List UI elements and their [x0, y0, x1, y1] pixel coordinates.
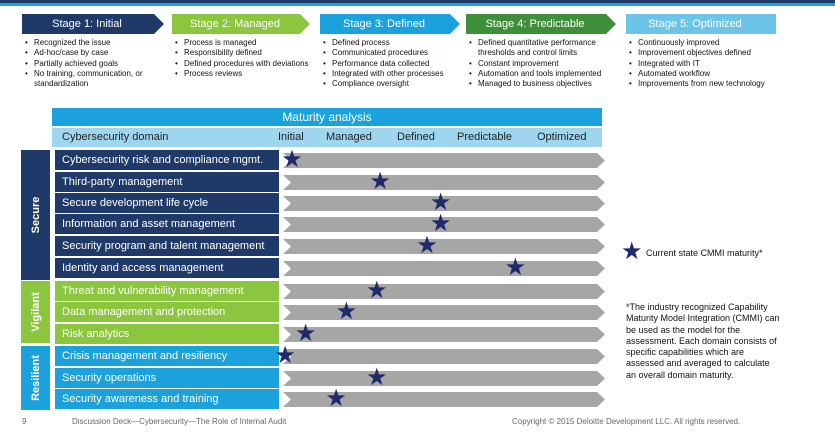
domain-row-label: Cybersecurity risk and compliance mgmt.: [55, 150, 279, 170]
stage-3-characteristics: Defined processCommunicated proceduresPe…: [323, 38, 461, 90]
maturity-star-icon: ★: [504, 254, 527, 281]
page-number: 9: [22, 417, 27, 426]
stage-characteristic: Integrated with other processes: [323, 69, 461, 80]
maturity-bar: [283, 217, 605, 232]
stage-characteristic: Communicated procedures: [323, 48, 461, 59]
domain-row-label: Security operations: [55, 368, 279, 388]
stage-characteristic: Improvements from new technology: [629, 79, 777, 90]
category-vigilant: Vigilant: [21, 281, 50, 343]
stage-characteristic: Defined quantitative performance thresho…: [469, 38, 623, 59]
maturity-bar: [283, 261, 605, 276]
maturity-bar: [283, 239, 605, 254]
maturity-star-icon: ★: [335, 298, 358, 325]
cmmi-footnote: *The industry recognized Capability Matu…: [626, 302, 780, 380]
domain-row-label: Crisis management and resiliency: [55, 346, 279, 366]
stage-characteristic: Recognized the issue: [25, 38, 165, 49]
stage-4-characteristics: Defined quantitative performance thresho…: [469, 38, 623, 90]
level-header-predictable: Predictable: [457, 131, 513, 143]
stage-characteristic: Compliance oversight: [323, 79, 461, 90]
stage-characteristic: Partially achieved goals: [25, 59, 165, 70]
stage-characteristic: No training, communication, or standardi…: [25, 69, 165, 90]
category-secure: Secure: [21, 150, 50, 280]
maturity-bar: [283, 392, 605, 407]
level-header-managed: Managed: [326, 131, 372, 143]
stage-characteristic: Performance data collected: [323, 59, 461, 70]
stage-characteristic: Constant improvement: [469, 59, 623, 70]
level-header-initial: Initial: [278, 131, 304, 143]
domain-row-label: Third-party management: [55, 172, 279, 192]
legend-label: Current state CMMI maturity*: [646, 248, 763, 258]
maturity-star-icon: ★: [325, 385, 347, 412]
stage-1-title: Stage 1: Initial: [52, 18, 122, 30]
maturity-star-icon: ★: [274, 342, 296, 369]
stage-characteristic: Integrated with IT: [629, 59, 777, 70]
stage-4-chevron: Stage 4: Predictable: [466, 14, 616, 34]
maturity-bar: [283, 327, 605, 342]
domain-row-label: Data management and protection: [55, 302, 279, 322]
domain-row-label: Information and asset management: [55, 214, 279, 234]
stage-characteristic: Defined procedures with deviations: [175, 59, 311, 70]
footer-deck-title: Discussion Deck—Cybersecurity—The Role o…: [72, 417, 287, 426]
matrix-header-row: Cybersecurity domain Initial Managed Def…: [52, 128, 602, 147]
stage-5-title: Stage 5: Optimized: [648, 18, 742, 30]
maturity-star-icon: ★: [294, 320, 317, 347]
stage-5-chevron: Stage 5: Optimized: [626, 14, 776, 34]
stage-characteristic: Process reviews: [175, 69, 311, 80]
stage-2-title: Stage 2: Managed: [190, 18, 280, 30]
domain-row-label: Identity and access management: [55, 258, 279, 278]
stage-2-chevron: Stage 2: Managed: [172, 14, 310, 34]
stage-characteristic: Managed to business objectives: [469, 79, 623, 90]
domain-row-label: Threat and vulnerability management: [55, 281, 279, 301]
level-header-defined: Defined: [397, 131, 435, 143]
domain-row-label: Risk analytics: [55, 324, 279, 344]
stage-characteristic: Automation and tools implemented: [469, 69, 623, 80]
stage-characteristic: Improvement objectives defined: [629, 48, 777, 59]
domain-row-label: Secure development life cycle: [55, 193, 279, 213]
category-resilient: Resilient: [21, 346, 50, 410]
maturity-bar: [283, 305, 605, 320]
maturity-star-icon: ★: [429, 210, 452, 237]
maturity-bar: [283, 349, 605, 364]
maturity-star-icon: ★: [429, 189, 452, 216]
matrix-title: Maturity analysis: [52, 108, 602, 126]
stage-characteristic: Automated workflow: [629, 69, 777, 80]
stage-3-title: Stage 3: Defined: [343, 18, 425, 30]
maturity-bar: [283, 371, 605, 386]
level-header-optimized: Optimized: [537, 131, 587, 143]
domain-column-header: Cybersecurity domain: [62, 131, 169, 143]
stage-characteristic: Responsibility defined: [175, 48, 311, 59]
footer-copyright: Copyright © 2015 Deloitte Development LL…: [512, 417, 741, 426]
maturity-bar: [283, 175, 605, 190]
maturity-star-icon: ★: [365, 277, 388, 304]
maturity-star-icon: ★: [416, 232, 438, 259]
stage-characteristic: Process is managed: [175, 38, 311, 49]
star-icon: ★: [621, 238, 643, 265]
stage-1-characteristics: Recognized the issueAd-hoc/case by caseP…: [25, 38, 165, 89]
stage-characteristic: Defined process: [323, 38, 461, 49]
maturity-star-icon: ★: [369, 168, 391, 195]
category-label-resilient: Resilient: [29, 355, 42, 401]
stage-5-characteristics: Continuously improvedImprovement objecti…: [629, 38, 777, 90]
stage-characteristic: Ad-hoc/case by case: [25, 48, 165, 59]
maturity-bar: [283, 284, 605, 299]
maturity-star-icon: ★: [365, 364, 388, 391]
maturity-bar: [283, 153, 605, 168]
domain-row-label: Security program and talent management: [55, 236, 279, 256]
category-label-vigilant: Vigilant: [29, 292, 42, 332]
stage-4-title: Stage 4: Predictable: [485, 18, 585, 30]
top-title-strip: [0, 0, 835, 6]
stage-2-characteristics: Process is managedResponsibility defined…: [175, 38, 311, 79]
stage-1-chevron: Stage 1: Initial: [22, 14, 164, 34]
maturity-star-icon: ★: [281, 146, 303, 173]
maturity-bar: [283, 196, 605, 211]
stage-characteristic: Continuously improved: [629, 38, 777, 49]
stage-3-chevron: Stage 3: Defined: [320, 14, 460, 34]
category-label-secure: Secure: [29, 196, 42, 234]
domain-row-label: Security awareness and training: [55, 389, 279, 409]
